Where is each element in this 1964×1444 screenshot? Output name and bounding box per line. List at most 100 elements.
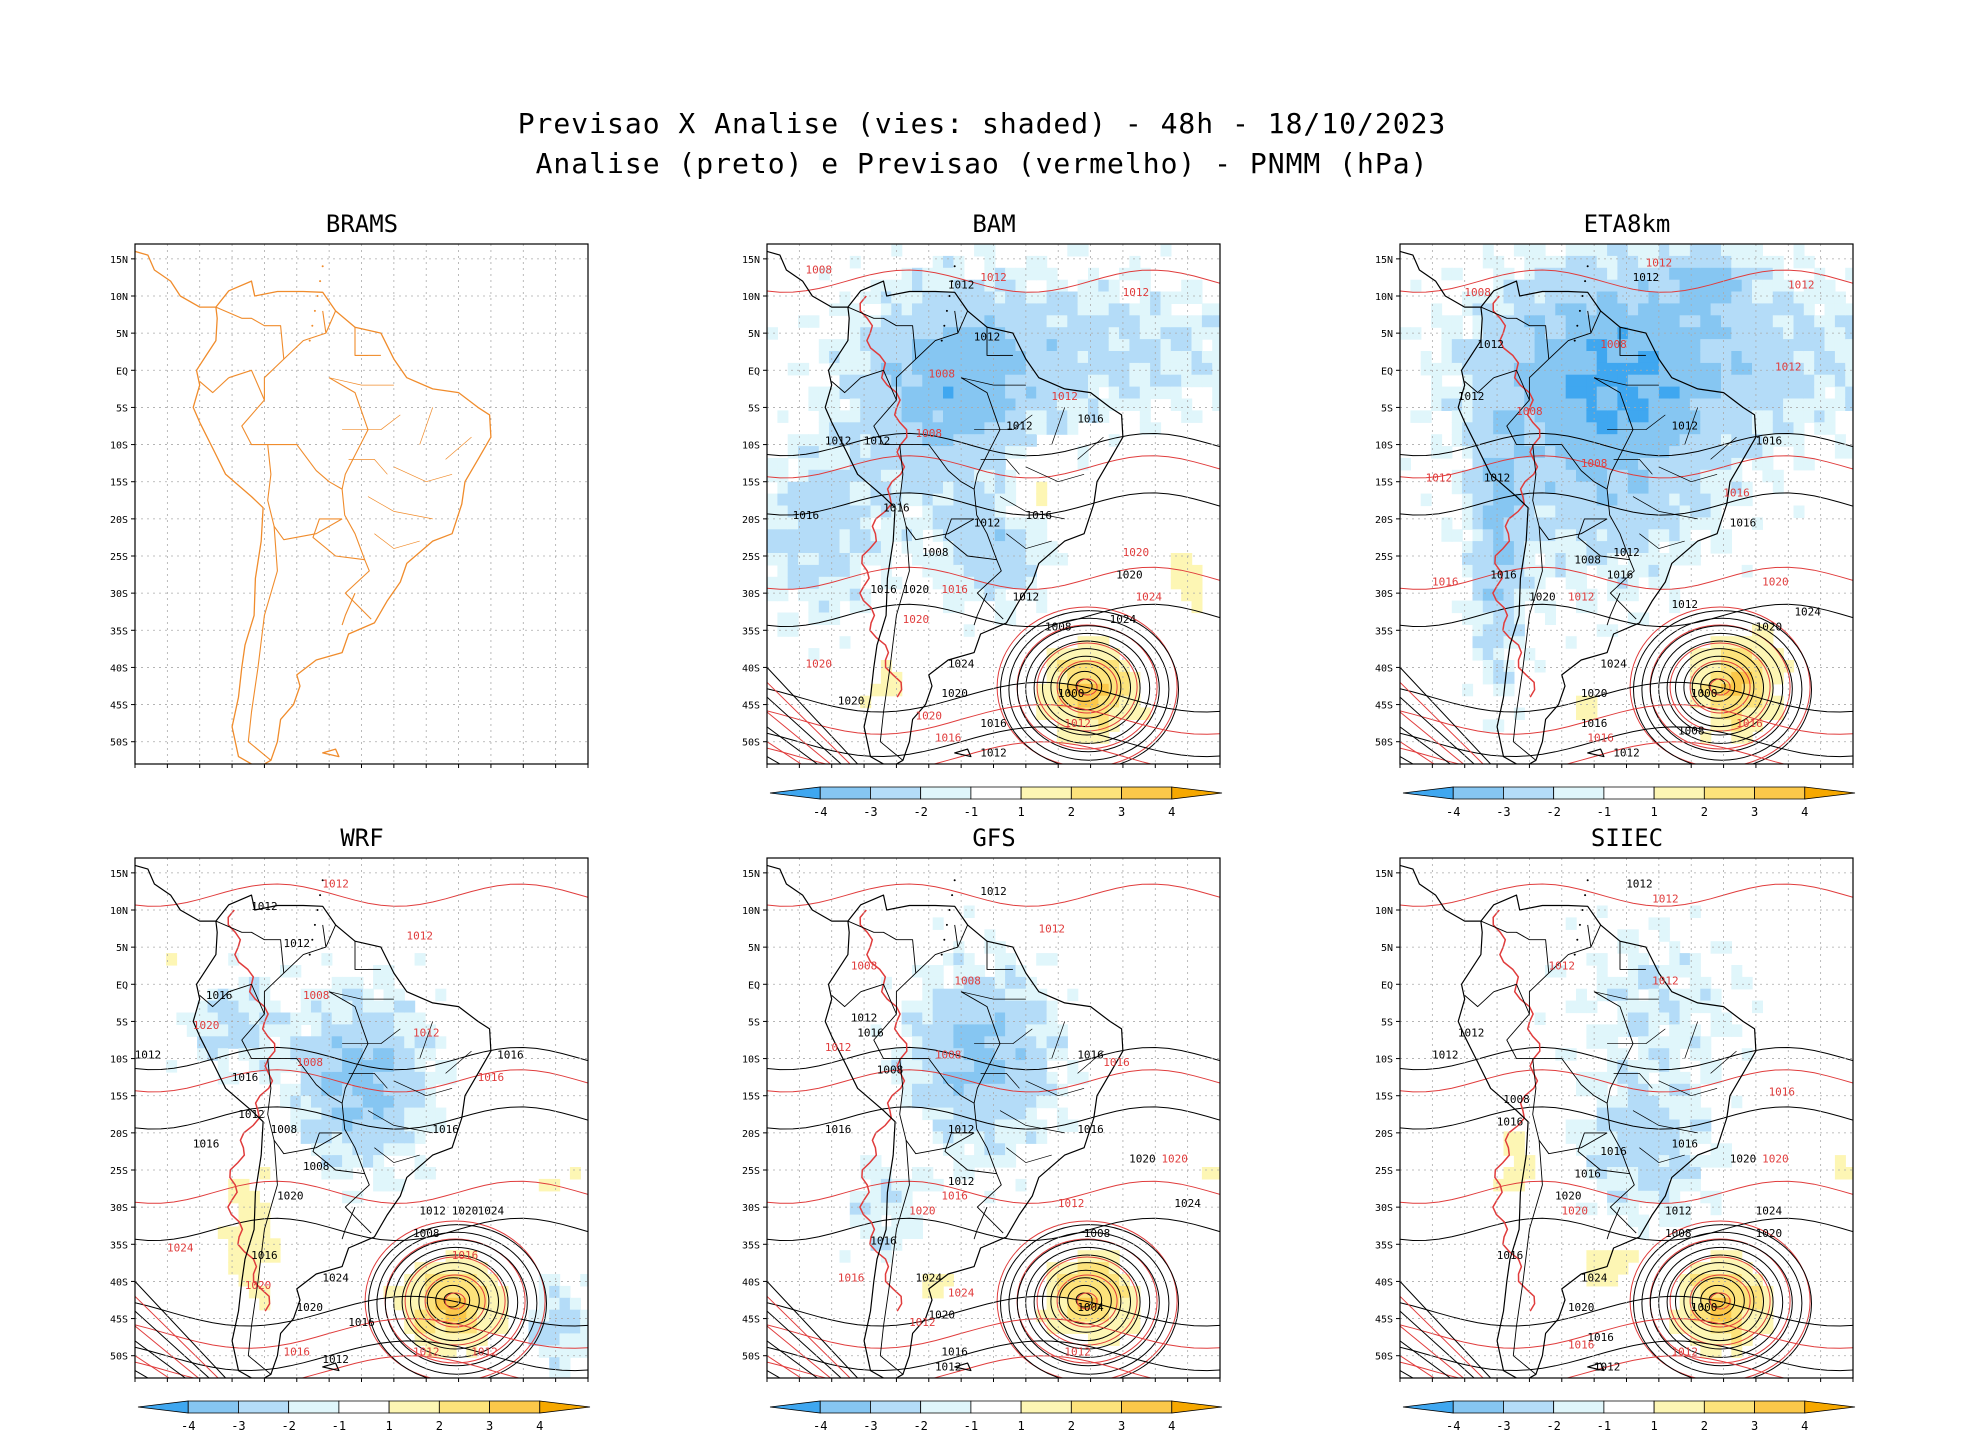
isobar-label: 1012 xyxy=(322,878,349,891)
lat-tick-label: 30S xyxy=(1375,589,1393,600)
lat-tick-label: 15S xyxy=(1375,478,1393,489)
isobar-label: 1016 xyxy=(432,1123,459,1136)
isobar-label: 1012 xyxy=(980,885,1007,898)
isobar-label: 1016 xyxy=(1756,435,1783,448)
panel-siiec: SIIEC 1012 1012 1012 1012 1012 1012 1016 1008 101… xyxy=(1265,824,1865,1384)
colorbar-swatch xyxy=(1603,786,1655,800)
lat-tick-label: 45S xyxy=(1375,1315,1393,1326)
isobar-label: 1012 xyxy=(1671,420,1698,433)
continent-outline xyxy=(1400,250,1757,764)
lat-tick-label: 50S xyxy=(110,738,128,749)
isobar-label: 1012 xyxy=(1775,360,1802,373)
lat-tick-label: 40S xyxy=(1375,663,1393,674)
isobar-label: 1016 xyxy=(1432,576,1459,589)
isobar-label: 1008 xyxy=(916,427,943,440)
isobar-label: 1012 xyxy=(1568,591,1595,604)
panel-title: BAM xyxy=(972,210,1016,238)
isobar-label: 1020 xyxy=(903,583,930,596)
isobar-label: 1012 xyxy=(1626,878,1653,891)
colorbar-swatch xyxy=(870,786,922,800)
colorbar-swatch xyxy=(1070,786,1122,800)
isobar-label: 1016 xyxy=(1671,1138,1698,1151)
colorbar-label: -2 xyxy=(913,1419,927,1433)
lat-tick-label: EQ xyxy=(116,980,128,991)
isobar-label: 1016 xyxy=(1769,1086,1796,1099)
isobar-label: 1024 xyxy=(1756,1205,1783,1218)
isobar-label: 1020 xyxy=(1561,1205,1588,1218)
colorbar-label: -1 xyxy=(1597,805,1611,819)
isobar-label: 1008 xyxy=(877,1063,904,1076)
lat-tick-label: 5S xyxy=(1381,1017,1393,1028)
lat-tick-label: 5S xyxy=(116,1017,128,1028)
lat-tick-label: 10S xyxy=(1375,441,1393,452)
isobar-label: 1016 xyxy=(1568,1338,1595,1351)
colorbar-swatch xyxy=(1121,786,1173,800)
colorbar-label: 1 xyxy=(385,1419,392,1433)
colorbar-swatch xyxy=(1653,786,1705,800)
lat-tick-label: 15N xyxy=(110,255,128,266)
isobar-label: 1016 xyxy=(1587,732,1614,745)
isobar-label: 1000 xyxy=(1058,687,1085,700)
colorbar-label: 2 xyxy=(1701,805,1708,819)
isobar-label: 1008 xyxy=(922,546,949,559)
lat-tick-label: 10N xyxy=(1375,292,1393,303)
lat-tick-label: 20S xyxy=(1375,515,1393,526)
lat-tick-label: 35S xyxy=(1375,1240,1393,1251)
isobar-label: 1012 xyxy=(1646,256,1673,269)
colorbar-swatch xyxy=(338,1400,390,1414)
colorbar-swatch xyxy=(1754,786,1806,800)
continent-outline xyxy=(135,250,492,764)
colorbar-swatch xyxy=(920,786,972,800)
lat-tick-label: 35S xyxy=(110,1240,128,1251)
isobar-label: 1020 xyxy=(452,1205,479,1218)
isobar-label: 1024 xyxy=(948,657,975,670)
isobar-label: 1016 xyxy=(980,717,1007,730)
bias-shading xyxy=(839,905,1220,1346)
lat-tick-label: 10S xyxy=(742,441,760,452)
lat-tick-label: 40S xyxy=(110,663,128,674)
isobar-label: 1016 xyxy=(452,1249,479,1262)
isobar-label: 1008 xyxy=(1574,553,1601,566)
map-bam: 1008 1012 1012 1012 1012 1008 1012 1012 1012 1008… xyxy=(742,243,1221,768)
isobar-label: 1020 xyxy=(1581,687,1608,700)
isobar-label: 1020 xyxy=(1123,546,1150,559)
isobar-label: 1012 xyxy=(1013,591,1040,604)
lat-tick-label: 50S xyxy=(742,738,760,749)
colorbar-label: -3 xyxy=(231,1419,245,1433)
colorbar-label: -4 xyxy=(1446,1419,1460,1433)
isobar-label: 1024 xyxy=(478,1205,505,1218)
isobar-label: 1016 xyxy=(1723,487,1750,500)
lat-tick-label: 5N xyxy=(1381,329,1393,340)
isobar-label: 1016 xyxy=(1490,568,1517,581)
isobar-label: 1016 xyxy=(825,1123,852,1136)
colorbar-swatch xyxy=(1603,1400,1655,1414)
isobar-label: 1016 xyxy=(883,501,910,514)
colorbar-swatch xyxy=(1121,1400,1173,1414)
isobar-label: 1020 xyxy=(806,657,833,670)
lat-tick-label: 15N xyxy=(1375,255,1393,266)
isobar-label: 1012 xyxy=(1123,286,1150,299)
colorbar-label: 3 xyxy=(1751,805,1758,819)
colorbar-label: 3 xyxy=(1118,805,1125,819)
isobar-label: 1012 xyxy=(413,1026,440,1039)
isobar-label: 1020 xyxy=(1129,1153,1156,1166)
isobar-label: 1024 xyxy=(1174,1197,1201,1210)
isobar-label: 1012 xyxy=(284,937,311,950)
lat-tick-label: 35S xyxy=(742,626,760,637)
lat-tick-label: 15S xyxy=(110,478,128,489)
colorbar-swatch xyxy=(187,1400,239,1414)
isobar-label: 1016 xyxy=(870,1234,897,1247)
lat-tick-label: 15N xyxy=(1375,869,1393,880)
isobar-label: 1020 xyxy=(1555,1190,1582,1203)
lat-tick-label: 15S xyxy=(742,478,760,489)
isobar-label: 1008 xyxy=(1045,620,1072,633)
lat-tick-label: 10N xyxy=(742,906,760,917)
lat-tick-label: 40S xyxy=(110,1277,128,1288)
colorbar-label: -4 xyxy=(1446,805,1460,819)
colorbar-label: 3 xyxy=(1751,1419,1758,1433)
lat-tick-label: 35S xyxy=(742,1240,760,1251)
lat-tick-label: 10N xyxy=(110,906,128,917)
isobar-label: 1016 xyxy=(1600,1145,1627,1158)
isobar-label: 1016 xyxy=(478,1071,505,1084)
